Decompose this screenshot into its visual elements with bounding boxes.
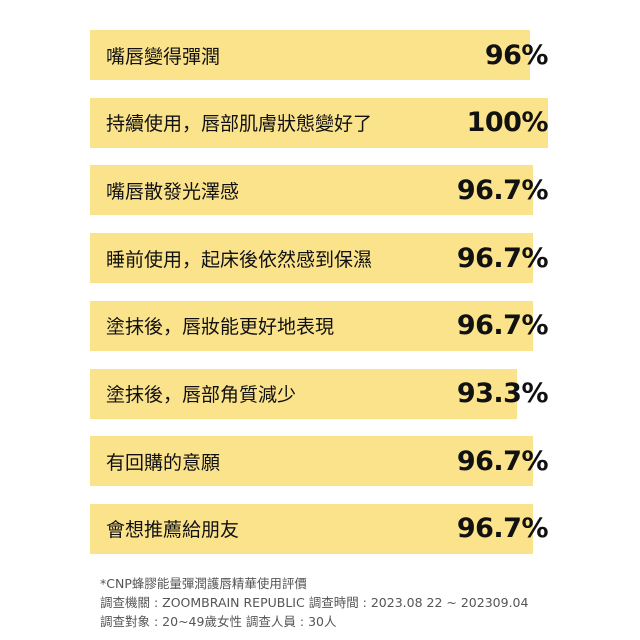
survey-footnote: *CNP蜂膠能量彈潤護唇精華使用評價 調查機關 : ZOOMBRAIN REPU… [100, 574, 528, 631]
bar-row: 有回購的意願 96.7% [90, 436, 558, 487]
bar-category-label: 睡前使用，起床後依然感到保濕 [106, 248, 373, 271]
bar-category-label: 塗抹後，唇妝能更好地表現 [106, 316, 335, 339]
bar-value-label: 96.7% [456, 242, 549, 274]
bar-row: 塗抹後，唇妝能更好地表現 96.7% [90, 300, 558, 351]
bar-value-label: 96.7% [456, 513, 549, 545]
bar [90, 503, 533, 554]
bar-row: 睡前使用，起床後依然感到保濕 96.7% [90, 233, 558, 284]
bar-category-label: 有回購的意願 [106, 451, 221, 474]
bar-value-label: 96% [484, 39, 549, 71]
bar [90, 436, 533, 487]
bar-category-label: 嘴唇散發光澤感 [106, 180, 240, 203]
bar-row: 嘴唇散發光澤感 96.7% [90, 165, 558, 216]
bar [90, 165, 533, 216]
bar-category-label: 會想推薦給朋友 [106, 519, 240, 542]
bar-category-label: 嘴唇變得彈潤 [106, 45, 221, 68]
bar-category-label: 塗抹後，唇部角質減少 [106, 384, 297, 406]
bar-row: 嘴唇變得彈潤 96% [90, 30, 558, 80]
bar-row: 塗抹後，唇部角質減少 93.3% [90, 368, 558, 419]
footnote-survey-subjects: 調查對象 : 20~49歲女性 調查人員 : 30人 [100, 614, 337, 629]
bar-value-label: 96.7% [456, 174, 549, 206]
bar-value-label: 93.3% [456, 378, 549, 409]
bar-value-label: 96.7% [456, 445, 549, 477]
bar-value-label: 96.7% [456, 310, 549, 342]
bar-row: 會想推薦給朋友 96.7% [90, 503, 558, 554]
bar [90, 300, 533, 351]
bar [90, 30, 530, 80]
bar [90, 368, 518, 419]
bar [90, 97, 548, 148]
bar-category-label: 持續使用，唇部肌膚狀態變好了 [106, 113, 373, 136]
footnote-survey-org-period: 調查機關 : ZOOMBRAIN REPUBLIC 調查時間 : 2023.08… [100, 595, 529, 610]
footnote-product-note: *CNP蜂膠能量彈潤護唇精華使用評價 [100, 576, 307, 591]
bar [90, 233, 533, 284]
bar-row: 持續使用，唇部肌膚狀態變好了 100% [90, 97, 558, 148]
bar-value-label: 100% [466, 107, 549, 139]
bar-chart: 嘴唇變得彈潤 96% 持續使用，唇部肌膚狀態變好了 100% 嘴唇散發光澤感 96.7% 睡… [90, 30, 558, 554]
